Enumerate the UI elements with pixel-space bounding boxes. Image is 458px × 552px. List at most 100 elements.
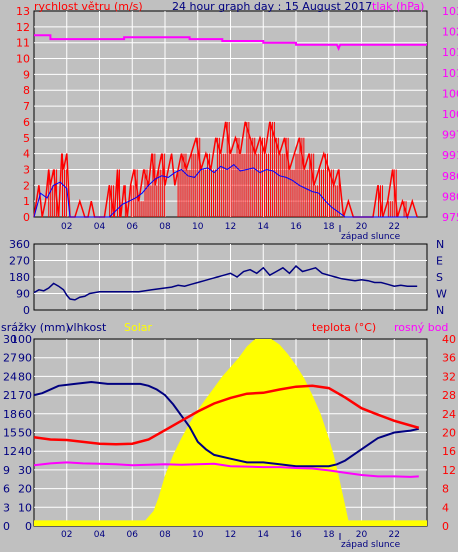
rain-tick-label: 18 — [3, 408, 17, 421]
rain-tick-label: 30 — [3, 333, 17, 346]
humidity-tick-label: 80 — [18, 370, 32, 383]
solar-area — [34, 339, 427, 526]
temperature-tick-label: 8 — [442, 483, 449, 496]
humidity-tick-label: 50 — [18, 427, 32, 440]
temp-x-tick-label: 06 — [127, 530, 139, 540]
pressure-line — [34, 34, 427, 52]
temp-x-tick-label: 12 — [225, 530, 236, 540]
compass-tick-label: S — [436, 271, 443, 284]
wind-tick-label: 1 — [23, 195, 30, 208]
rain-tick-label: 3 — [3, 501, 10, 514]
pressure-tick-label: 1030 — [442, 5, 458, 18]
wind-tick-label: 10 — [16, 53, 30, 66]
direction-series — [33, 264, 418, 301]
temp-x-tick-label: 20 — [356, 530, 368, 540]
temperature-line — [33, 384, 420, 446]
humidity-tick-label: 20 — [18, 483, 32, 496]
temp-x-tick-label: 16 — [290, 530, 302, 540]
wind-x-tick-label: 12 — [225, 222, 236, 232]
direction-grid — [34, 244, 427, 310]
compass-tick-label: W — [436, 288, 447, 301]
temperature-tick-label: 12 — [442, 464, 456, 477]
pressure-tick-label: 1008 — [442, 87, 458, 100]
rain-axis-label: srážky (mm) — [1, 321, 70, 334]
wind-x-tick-label: 10 — [192, 222, 204, 232]
wind-average-line — [33, 164, 418, 218]
humidity-line — [33, 380, 420, 468]
temp-x-tick-label: 04 — [94, 530, 106, 540]
pressure-tick-label: 975 — [442, 211, 458, 224]
temp-series — [33, 339, 427, 526]
wind-tick-label: 11 — [16, 37, 30, 50]
wind-x-tick-label: 02 — [61, 222, 72, 232]
rain-tick-label: 6 — [3, 483, 10, 496]
wind-x-tick-label: 14 — [258, 222, 270, 232]
humidity-tick-label: 70 — [18, 389, 32, 402]
direction-tick-label: 360 — [9, 238, 30, 251]
temperature-tick-label: 24 — [442, 408, 456, 421]
wind-x-tick-label: 08 — [159, 222, 171, 232]
wind-axis-label: rychlost větru (m/s) — [34, 0, 143, 13]
wind-x-tick-label: 18 — [323, 222, 335, 232]
wind-tick-label: 12 — [16, 21, 30, 34]
rain-tick-label: 0 — [3, 520, 10, 533]
temperature-tick-label: 16 — [442, 445, 456, 458]
rain-tick-label: 21 — [3, 389, 17, 402]
dewpoint-line — [33, 461, 419, 478]
pressure-tick-label: 980 — [442, 190, 458, 203]
wind-x-tick-label: 16 — [290, 222, 302, 232]
humidity-tick-label: 10 — [18, 501, 32, 514]
compass-tick-label: N — [436, 238, 444, 251]
wind-tick-label: 8 — [23, 84, 30, 97]
rain-tick-label: 24 — [3, 370, 17, 383]
rain-tick-label: 12 — [3, 445, 17, 458]
compass-tick-label: N — [436, 304, 444, 317]
wind-direction-line — [33, 264, 418, 301]
temp-x-tick-label: 08 — [159, 530, 171, 540]
temperature-tick-label: 32 — [442, 370, 456, 383]
temperature-axis-label: teplota (°C) — [312, 321, 376, 334]
humidity-axis-label: vlhkost — [67, 321, 107, 334]
direction-tick-label: 0 — [23, 304, 30, 317]
humidity-tick-label: 60 — [18, 408, 32, 421]
wind-tick-label: 2 — [23, 179, 30, 192]
direction-tick-label: 90 — [16, 288, 30, 301]
wind-x-tick-label: 22 — [389, 222, 400, 232]
direction-tick-label: 270 — [9, 255, 30, 268]
chart-title: 24 hour graph day : 15 August 2017 — [172, 0, 372, 13]
wind-tick-label: 0 — [23, 211, 30, 224]
humidity-tick-label: 40 — [18, 445, 32, 458]
solar-axis-label: Solar — [124, 321, 153, 334]
wind-tick-label: 4 — [23, 148, 30, 161]
temp-x-tick-label: 14 — [258, 530, 270, 540]
temp-x-tick-label: 10 — [192, 530, 204, 540]
wind-tick-label: 5 — [23, 132, 30, 145]
wind-x-ticks: 02 04 06 08 10 12 14 16 18 20 22 — [61, 222, 400, 232]
temp-x-tick-label: 18 — [323, 530, 335, 540]
pressure-axis-label: tlak (hPa) — [372, 0, 424, 13]
temperature-humidity-panel: 0102030405060708090100036912151821242730… — [1, 321, 456, 550]
humidity-tick-label: 0 — [25, 520, 32, 533]
sunset-label-bottom: západ slunce — [341, 540, 401, 550]
temp-left-ticks: 0 10 20 30 40 50 60 70 80 90 100 0 3 6 9 12 15 18 21 24 27 30 — [3, 333, 32, 533]
humidity-tick-label: 100 — [11, 333, 32, 346]
compass-tick-label: E — [436, 255, 443, 268]
pressure-tick-label: 986 — [442, 170, 458, 183]
pressure-tick-label: 1019 — [442, 46, 458, 59]
rain-tick-label: 27 — [3, 352, 17, 365]
pressure-tick-label: 991 — [442, 149, 458, 162]
rain-tick-label: 15 — [3, 427, 17, 440]
direction-tick-label: 180 — [9, 271, 30, 284]
pressure-tick-label: 1024 — [442, 26, 458, 39]
temp-right-ticks: 0 4 8 12 16 20 24 28 32 36 40 — [442, 333, 456, 533]
wind-tick-label: 13 — [16, 5, 30, 18]
humidity-tick-label: 90 — [18, 352, 32, 365]
wind-tick-label: 3 — [23, 163, 30, 176]
temperature-tick-label: 28 — [442, 389, 456, 402]
